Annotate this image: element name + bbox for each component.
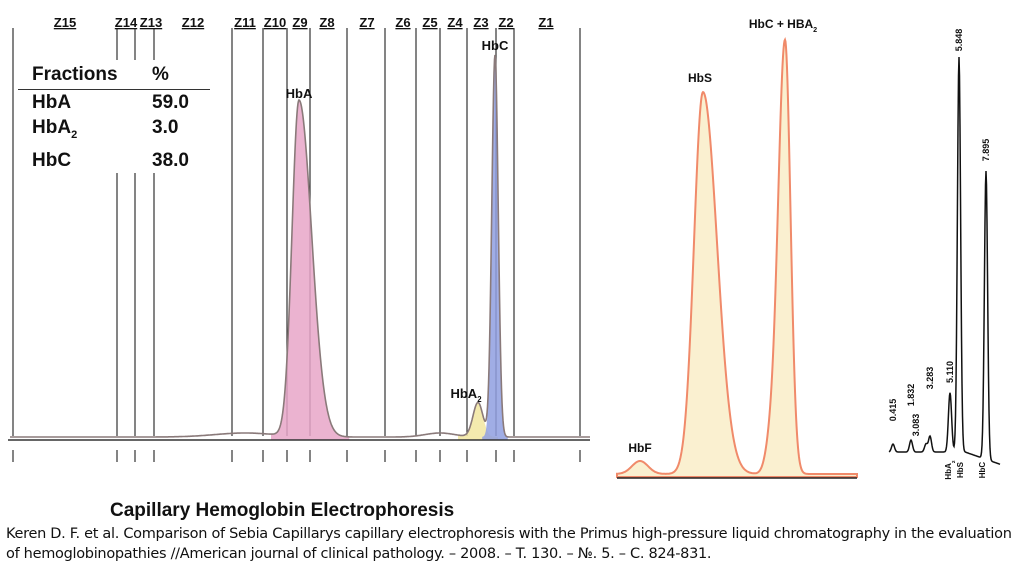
peak-label-HbA2: HbA2 (450, 386, 482, 404)
table-row: HbA2 3.0 (18, 115, 210, 148)
zone-label-Z2: Z2 (498, 15, 513, 30)
peak-label-HbC: HbC (482, 38, 509, 53)
zone-label-Z10: Z10 (264, 15, 286, 30)
zone-label-Z5: Z5 (422, 15, 437, 30)
zone-label-Z12: Z12 (182, 15, 204, 30)
chart-title: Capillary Hemoglobin Electrophoresis (110, 500, 455, 521)
table-row: HbC 38.0 (18, 148, 210, 173)
zone-label-Z7: Z7 (359, 15, 374, 30)
retention-time-label: 3.283 (925, 367, 935, 390)
peak-fill-HbA (458, 402, 498, 440)
fraction-value: 59.0 (152, 92, 189, 113)
fraction-name: HbC (32, 149, 72, 171)
zone-label-Z13: Z13 (140, 15, 162, 30)
peak-fill-HbC (482, 55, 508, 440)
peak-fill-HbA (271, 100, 350, 440)
table-row: HbA 59.0 (18, 90, 210, 115)
retention-time-label: 1.832 (906, 384, 916, 407)
retention-time-label: 5.848 (954, 29, 964, 52)
electropherogram-trace (10, 54, 590, 438)
hplc-trace (888, 56, 1001, 465)
zone-label-Z3: Z3 (473, 15, 488, 30)
retention-time-label: 3.083 (911, 414, 921, 437)
fractions-table: Fractions% HbA 59.0 HbA2 3.0 HbC 38.0 (18, 60, 210, 173)
peak-label-HbC: HbC (978, 462, 987, 479)
fraction-name: HbA (32, 92, 72, 113)
fraction-value: 3.0 (152, 117, 179, 138)
zone-label-Z4: Z4 (447, 15, 463, 30)
fraction-subscript: 2 (71, 128, 78, 141)
peak-label-HbS: HbS (956, 461, 965, 478)
peak-label-HbA2-subscript: 2 (477, 395, 482, 404)
peak-label-HbA: HbA (286, 86, 313, 101)
table-header: Fractions% (18, 60, 210, 90)
zone-label-Z9: Z9 (292, 15, 307, 30)
zone-label-Z14: Z14 (115, 15, 138, 30)
citation-caption: Keren D. F. et al. Comparison of Sebia C… (6, 526, 1012, 562)
fraction-name: HbA (32, 117, 72, 138)
peak-label-HbF: HbF (628, 441, 651, 455)
zone-label-Z15: Z15 (54, 15, 76, 30)
retention-time-label: 0.415 (888, 399, 898, 422)
peak-label-HbC-HbA2-subscript: 2 (813, 25, 817, 34)
peak-label-HbC-HbA2: HbC + HBA2 (749, 17, 817, 34)
zone-label-Z1: Z1 (538, 15, 553, 30)
retention-time-label: 5.110 (945, 361, 955, 383)
zone-label-Z8: Z8 (319, 15, 334, 30)
header-percent: % (152, 64, 169, 85)
retention-time-label: 7.895 (981, 139, 991, 162)
peak-label-HbA-subscript: 2 (951, 460, 957, 463)
zone-label-Z6: Z6 (395, 15, 410, 30)
fraction-value: 38.0 (152, 149, 189, 171)
chromatogram-trace (616, 37, 858, 478)
header-fractions: Fractions (32, 64, 118, 85)
peak-label-HbS: HbS (688, 71, 712, 85)
zone-label-Z11: Z11 (234, 15, 256, 30)
